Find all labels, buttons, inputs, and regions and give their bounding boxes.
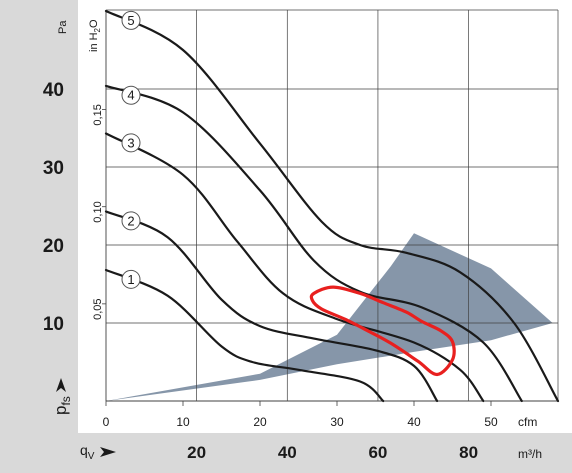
y-axis-units-pa: Pa — [57, 20, 69, 34]
x-axis-label-sub: V — [88, 451, 95, 462]
x-tick-cfm-0: 0 — [103, 415, 110, 429]
y-axis-label-sub: fs — [59, 396, 73, 405]
x-tick-cfm-30: 30 — [330, 415, 344, 429]
curve-badge-label-4: 4 — [127, 88, 134, 103]
x-tick-m3h-60: 60 — [368, 443, 387, 462]
y-axis-arrow-icon — [56, 378, 66, 392]
red-annotation-loop — [309, 285, 456, 377]
curve-badge-4 — [121, 85, 141, 105]
x-tick-cfm-40: 40 — [407, 415, 421, 429]
x-tick-m3h-20: 20 — [187, 443, 206, 462]
y-tick-pa-40: 40 — [43, 80, 64, 101]
y-tick-pa-10: 10 — [43, 314, 64, 335]
inh2o-sub: 2 — [93, 27, 102, 32]
x-axis-arrow-icon — [100, 447, 116, 457]
curve-badge-label-2: 2 — [127, 213, 134, 228]
y-tick-inh2o-0,15: 0,15 — [92, 104, 104, 125]
x-axis-label: qV — [80, 442, 95, 462]
x-tick-m3h-40: 40 — [278, 443, 297, 462]
annotation-layer — [309, 285, 456, 377]
tick-label-layer: 10 20 30 40 0,05 0,10 0,15 0 10 20 30 40 50 20 40 60 80 — [43, 80, 498, 462]
operating-area-layer — [106, 233, 553, 401]
curve-layer — [104, 9, 560, 403]
inh2o-main: in H — [88, 32, 100, 52]
curve-badge-2 — [121, 211, 141, 231]
curve-3 — [104, 132, 485, 403]
y-axis-units-inh2o: in H2O — [88, 19, 102, 52]
x-axis-units-cfm: cfm — [518, 415, 537, 429]
curve-1 — [104, 268, 385, 403]
curve-badge-label-3: 3 — [127, 135, 134, 150]
left-axis-band — [0, 0, 78, 473]
inh2o-suffix: O — [88, 19, 100, 28]
x-axis-units-m3h: m³/h — [518, 447, 542, 461]
curve-badge-label-5: 5 — [127, 13, 134, 28]
x-axis-label-main: q — [80, 442, 88, 458]
grid-layer — [105, 9, 559, 402]
y-axis-label: pfs — [51, 396, 73, 415]
y-tick-inh2o-0,10: 0,10 — [92, 201, 104, 222]
x-tick-cfm-20: 20 — [253, 415, 267, 429]
curve-badge-layer: 1 2 3 4 5 — [121, 10, 141, 289]
x-tick-cfm-50: 50 — [484, 415, 498, 429]
curve-badge-5 — [121, 10, 141, 30]
curve-2 — [104, 210, 439, 403]
y-tick-pa-30: 30 — [43, 158, 64, 179]
curve-badge-1 — [121, 269, 141, 289]
y-axis-label-main: p — [51, 406, 70, 415]
operating-area — [106, 233, 553, 401]
bottom-axis-band — [0, 433, 572, 473]
curve-5 — [104, 9, 560, 403]
curve-badge-3 — [121, 133, 141, 153]
y-tick-inh2o-0,05: 0,05 — [92, 298, 104, 319]
y-tick-pa-20: 20 — [43, 236, 64, 257]
curve-badge-label-1: 1 — [127, 272, 134, 287]
curve-4 — [104, 84, 523, 403]
x-tick-m3h-80: 80 — [459, 443, 478, 462]
x-tick-cfm-10: 10 — [176, 415, 190, 429]
